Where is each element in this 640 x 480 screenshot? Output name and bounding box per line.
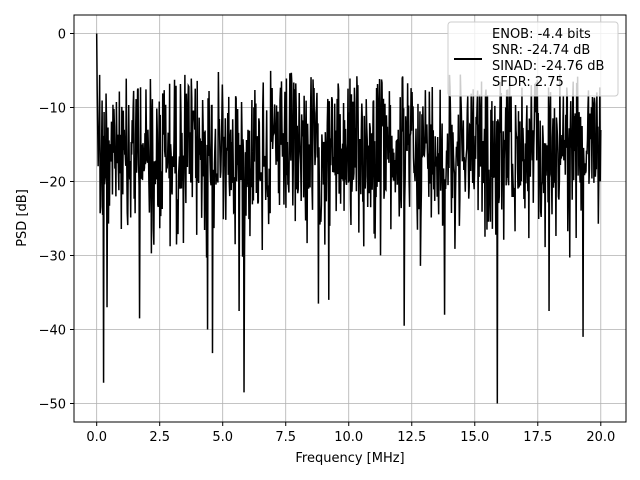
legend-box	[447, 21, 619, 97]
legend-entry-sfdr: SFDR: 2.75	[492, 75, 564, 90]
x-tick-label: 5.0	[212, 430, 233, 445]
x-tick-label: 20.0	[586, 430, 615, 445]
x-tick-label: 15.0	[460, 430, 489, 445]
y-tick-label: −50	[39, 398, 66, 413]
plot-frame	[73, 14, 627, 423]
legend-entry-sinad: SINAD: -24.76 dB	[492, 59, 604, 74]
x-tick-label: 7.5	[275, 430, 296, 445]
y-tick-label: −10	[39, 102, 66, 117]
y-tick-label: −20	[39, 176, 66, 191]
y-tick-label: −30	[39, 250, 66, 265]
y-tick-label: −40	[39, 324, 66, 339]
legend-entry-enob: ENOB: -4.4 bits	[492, 27, 591, 42]
x-axis-label: Frequency [MHz]	[295, 451, 404, 466]
legend: ENOB: -4.4 bits SNR: -24.74 dB SINAD: -2…	[447, 21, 619, 97]
ticks: 0.0 2.5 5.0 7.5 10.0 12.5 15.0 17.5 20.0 0 −10 −20 −…	[39, 28, 616, 446]
x-tick-label: 2.5	[149, 430, 170, 445]
psd-series-line	[95, 33, 602, 404]
x-tick-label: 17.5	[523, 430, 552, 445]
legend-entry-snr: SNR: -24.74 dB	[492, 43, 590, 58]
y-axis-label: PSD [dB]	[15, 189, 30, 247]
x-tick-label: 12.5	[397, 430, 426, 445]
series-layer	[95, 33, 602, 404]
x-tick-label: 10.0	[334, 430, 363, 445]
y-tick-label: 0	[58, 28, 66, 43]
x-tick-label: 0.0	[86, 430, 107, 445]
